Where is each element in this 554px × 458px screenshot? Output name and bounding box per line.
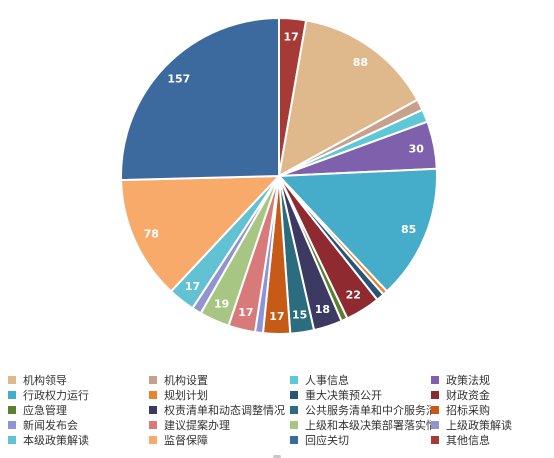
legend-label: 回应关切 [305,433,349,447]
pie-chart: 17 88 30 85 22 18 15 17 17 19 17 78 157 [120,16,438,335]
slice-data-label: 18 [315,303,330,316]
legend-label: 机构领导 [23,373,67,387]
slice-data-label: 17 [269,310,284,323]
legend-item[interactable]: 人事信息 [290,372,431,387]
legend-label: 权责清单和动态调整情况 [164,403,285,417]
legend-item[interactable]: 其他信息 [431,432,554,447]
legend-swatch [8,405,16,414]
legend-label: 其他信息 [446,433,490,447]
legend-item[interactable]: 行政权力运行 [8,387,149,402]
legend-label: 上级和本级决策部署落实情况 [305,418,431,432]
legend-label: 招标采购 [446,403,490,417]
legend-item[interactable]: 规划计划 [149,387,290,402]
legend-swatch [8,390,16,399]
legend-swatch [431,435,439,444]
legend-item[interactable]: 上级政策解读 [431,417,554,432]
legend-label: 监督保障 [164,433,208,447]
legend: 机构领导 机构设置 人事信息 政策法规行政权力运行 规划计划 重大决策预公开 财政资金应急管… [8,372,554,447]
legend-label: 财政资金 [446,388,490,402]
pie-slice[interactable] [277,19,419,178]
legend-swatch [431,405,439,414]
legend-label: 人事信息 [305,373,349,387]
slice-data-label: 17 [185,280,200,293]
legend-swatch [149,390,157,399]
legend-label: 机构设置 [164,373,208,387]
legend-swatch [290,405,298,414]
legend-item[interactable]: 应急管理 [8,402,149,417]
legend-swatch [290,420,298,429]
legend-label: 本级政策解读 [23,433,89,447]
legend-item[interactable]: 上级和本级决策部署落实情况 [290,417,431,432]
legend-item[interactable]: 财政资金 [431,387,554,402]
legend-swatch [149,405,157,414]
legend-swatch [431,420,439,429]
legend-item[interactable]: 本级政策解读 [8,432,149,447]
scroll-indicator[interactable] [273,455,281,458]
slice-data-label: 78 [144,227,159,240]
legend-item[interactable]: 重大决策预公开 [290,387,431,402]
legend-label: 规划计划 [164,388,208,402]
legend-swatch [8,375,16,384]
legend-swatch [290,375,298,384]
legend-swatch [149,435,157,444]
legend-label: 公共服务清单和中介服务清单 [305,403,431,417]
legend-item[interactable]: 权责清单和动态调整情况 [149,402,290,417]
legend-item[interactable]: 建议提案办理 [149,417,290,432]
pie-slice[interactable] [276,167,438,293]
legend-swatch [290,435,298,444]
slice-data-label: 17 [238,306,253,319]
legend-label: 重大决策预公开 [305,388,382,402]
slice-data-label: 157 [167,72,190,85]
legend-label: 行政权力运行 [23,388,89,402]
pie-slice[interactable] [120,16,280,182]
legend-label: 建议提案办理 [164,418,230,432]
pie-slice[interactable] [120,174,282,293]
legend-item[interactable]: 公共服务清单和中介服务清单 [290,402,431,417]
slice-data-label: 15 [292,309,307,322]
legend-swatch [290,390,298,399]
legend-item[interactable]: 回应关切 [290,432,431,447]
legend-label: 应急管理 [23,403,67,417]
legend-item[interactable]: 政策法规 [431,372,554,387]
legend-item[interactable]: 机构设置 [149,372,290,387]
slice-data-label: 22 [346,289,361,302]
slice-data-label: 85 [401,223,416,236]
legend-swatch [149,420,157,429]
legend-swatch [149,375,157,384]
legend-item[interactable]: 机构领导 [8,372,149,387]
slice-data-label: 19 [214,298,229,311]
legend-label: 新闻发布会 [23,418,78,432]
legend-item[interactable]: 新闻发布会 [8,417,149,432]
legend-swatch [431,375,439,384]
legend-label: 政策法规 [446,373,490,387]
legend-swatch [431,390,439,399]
legend-swatch [8,420,16,429]
legend-swatch [8,435,16,444]
legend-item[interactable]: 招标采购 [431,402,554,417]
slice-data-label: 17 [283,31,298,44]
slice-data-label: 30 [409,142,425,155]
legend-item[interactable]: 监督保障 [149,432,290,447]
slice-data-label: 88 [353,56,368,69]
legend-label: 上级政策解读 [446,418,512,432]
